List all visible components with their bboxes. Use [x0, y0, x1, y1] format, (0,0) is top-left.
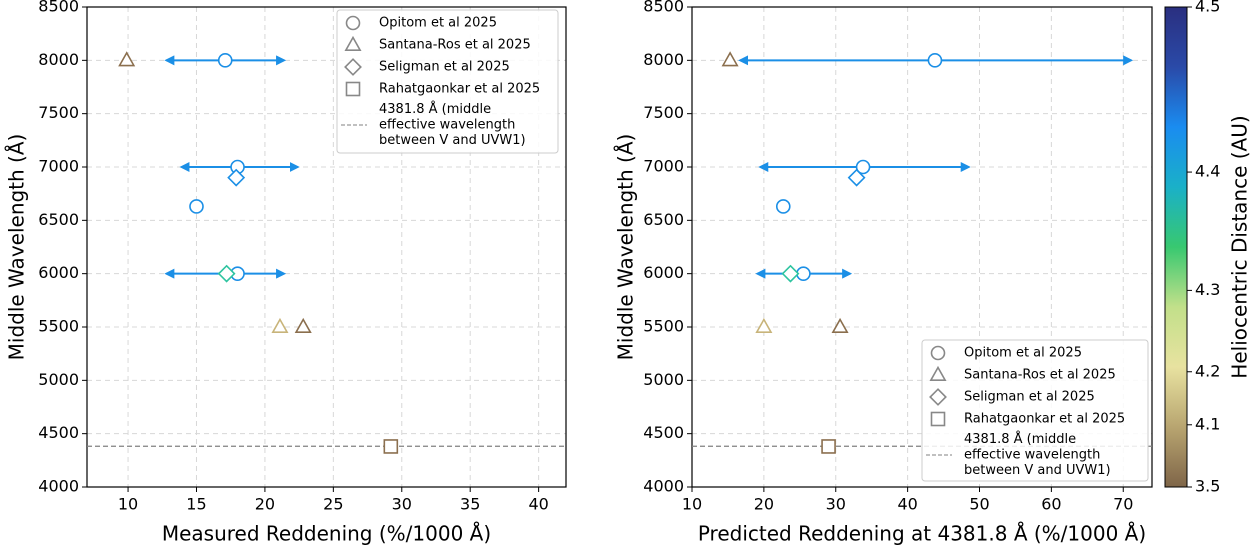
- x-tick-label: 60: [1041, 495, 1061, 514]
- point: [217, 264, 236, 283]
- x-tick-label: 70: [1113, 495, 1133, 514]
- legend-label: Opitom et al 2025: [964, 346, 1082, 361]
- text-line: between V and UVW1): [964, 463, 1111, 478]
- y-tick-label: 6500: [38, 210, 79, 229]
- point: [383, 439, 399, 454]
- colorbar-tick-label: 4.1: [1195, 414, 1220, 433]
- y-tick-label: 8000: [38, 50, 79, 69]
- x-tick-label: 30: [392, 495, 412, 514]
- legend-label: Santana-Ros et al 2025: [379, 38, 531, 53]
- legend-marker: [930, 411, 946, 427]
- point: [847, 168, 866, 187]
- x-tick-label: 10: [118, 495, 138, 514]
- point: [855, 159, 871, 175]
- x-tick-label: 30: [826, 495, 846, 514]
- y-tick-label: 6000: [643, 263, 684, 282]
- y-tick-label: 4000: [38, 477, 79, 496]
- y-tick-label: 5500: [643, 317, 684, 336]
- point: [821, 439, 836, 454]
- point: [294, 317, 312, 334]
- point: [775, 199, 791, 214]
- colorbar-tick-label: 4.4: [1195, 162, 1220, 181]
- legend-box: [336, 9, 559, 154]
- legend-label: 4381.8 Å (middle effective wavelength betw…: [379, 101, 526, 148]
- text-line: effective wavelength: [964, 447, 1100, 462]
- legend-marker: [345, 81, 361, 97]
- point: [721, 51, 739, 67]
- y-tick-label: 5000: [38, 370, 79, 389]
- point: [227, 168, 246, 187]
- y-tick-label: 8500: [643, 0, 684, 16]
- y-tick-label: 7000: [38, 157, 79, 176]
- point: [755, 317, 773, 334]
- y-tick-label: 8500: [38, 0, 79, 16]
- x-tick-label: 40: [897, 495, 917, 514]
- x-axis-title: Predicted Reddening at 4381.8 Å (%/1000 …: [698, 522, 1146, 546]
- x-tick-label: 10: [682, 495, 702, 514]
- point: [118, 51, 136, 67]
- point: [781, 264, 800, 283]
- y-tick-label: 7000: [643, 157, 684, 176]
- point: [927, 53, 943, 68]
- plot-frame: [86, 6, 567, 488]
- legend-marker: [929, 365, 947, 382]
- colorbar: [1164, 6, 1188, 488]
- y-axis-title: Middle Wavelength (Å): [614, 134, 638, 361]
- y-axis-title: Middle Wavelength (Å): [5, 134, 29, 361]
- text-line: effective wavelength: [379, 117, 515, 132]
- x-tick-label: 35: [460, 495, 480, 514]
- text-line: 4381.8 Å (middle: [964, 431, 1076, 447]
- x-axis-title: Measured Reddening (%/1000 Å): [162, 522, 491, 546]
- x-tick-label: 20: [754, 495, 774, 514]
- colorbar-tick-label: 4.2: [1195, 361, 1220, 380]
- legend-label: Rahatgaonkar et al 2025: [379, 82, 540, 97]
- legend-label: 4381.8 Å (middle effective wavelength betw…: [964, 431, 1111, 478]
- legend-marker: [344, 35, 362, 52]
- legend-label: Santana-Ros et al 2025: [964, 368, 1116, 383]
- plot-frame: [691, 6, 1153, 488]
- y-tick-label: 4000: [643, 477, 684, 496]
- y-tick-label: 5500: [38, 317, 79, 336]
- legend-label: Rahatgaonkar et al 2025: [964, 412, 1125, 427]
- legend-marker: [345, 15, 361, 31]
- y-tick-label: 7500: [643, 103, 684, 122]
- y-tick-label: 6500: [643, 210, 684, 229]
- y-tick-label: 7500: [38, 103, 79, 122]
- y-tick-label: 4500: [38, 423, 79, 442]
- text-line: between V and UVW1): [379, 133, 526, 148]
- y-tick-label: 8000: [643, 50, 684, 69]
- legend-label: Opitom et al 2025: [379, 16, 497, 31]
- y-tick-label: 5000: [643, 370, 684, 389]
- legend-marker: [344, 58, 362, 76]
- legend-box: [921, 339, 1149, 482]
- x-tick-label: 20: [255, 495, 275, 514]
- x-tick-label: 50: [969, 495, 989, 514]
- legend-label: Seligman et al 2025: [964, 390, 1095, 405]
- legend-label: Seligman et al 2025: [379, 60, 510, 75]
- colorbar-tick-label: 4.3: [1195, 280, 1220, 299]
- x-tick-label: 15: [186, 495, 206, 514]
- colorbar-title: Heliocentric Distance (AU): [1228, 115, 1252, 378]
- y-tick-label: 6000: [38, 263, 79, 282]
- legend-marker: [929, 388, 947, 406]
- text-line: 4381.8 Å (middle: [379, 101, 491, 117]
- point: [189, 199, 204, 214]
- point: [831, 317, 849, 334]
- colorbar-tick-label: 3.5: [1195, 477, 1220, 496]
- point: [271, 317, 289, 334]
- y-tick-label: 4500: [643, 423, 684, 442]
- x-tick-label: 40: [528, 495, 548, 514]
- colorbar-tick-label: 4.5: [1195, 0, 1220, 16]
- legend-marker: [930, 345, 946, 361]
- x-tick-label: 25: [323, 495, 343, 514]
- point: [217, 53, 233, 68]
